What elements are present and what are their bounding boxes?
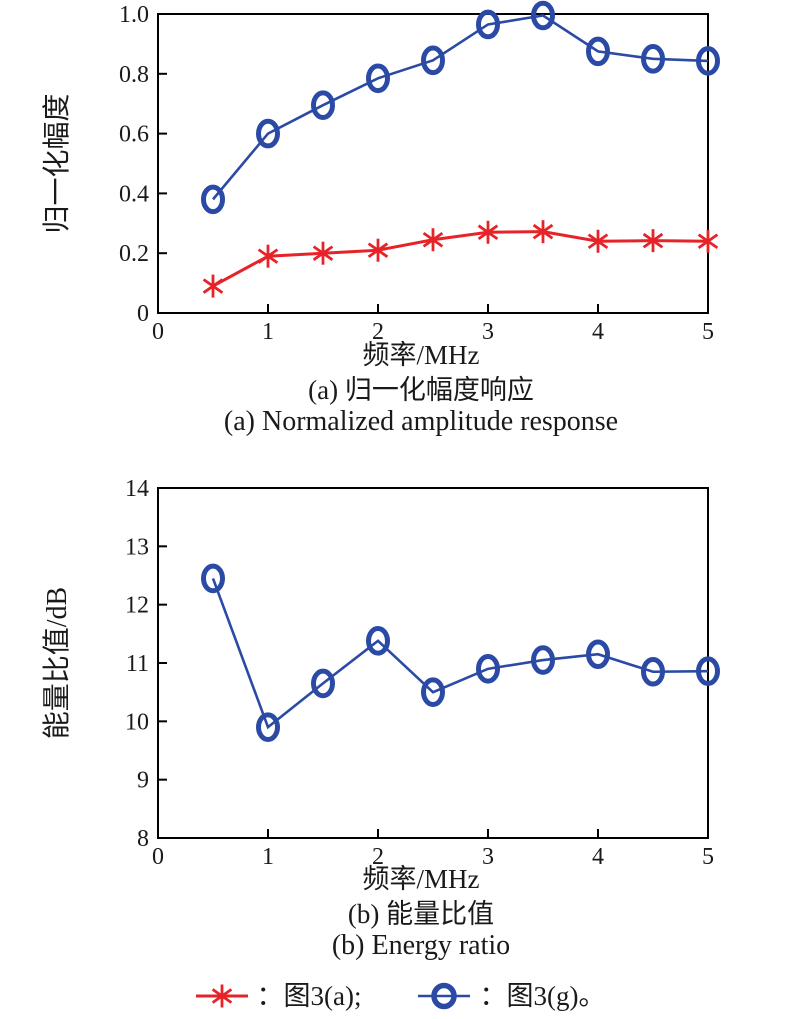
chart-a-caption-en: (a) Normalized amplitude response [223, 406, 619, 437]
circle-marker-icon [586, 639, 610, 670]
circle-marker-icon [201, 184, 225, 215]
asterisk-marker-icon [257, 244, 279, 268]
circle-marker-icon [476, 9, 500, 40]
x-tick-label: 0 [152, 844, 164, 866]
y-tick-label: 1.0 [119, 2, 149, 28]
asterisk-marker-icon [587, 229, 609, 253]
circle-marker-icon [476, 654, 500, 684]
y-tick-label: 14 [125, 476, 149, 502]
circle-marker-icon [311, 668, 335, 699]
x-tick-label: 1 [262, 844, 274, 866]
y-tick-label: 0.8 [119, 62, 149, 88]
y-tick-label: 13 [125, 534, 149, 560]
circle-marker-icon [256, 712, 280, 742]
x-tick-label: 3 [482, 844, 494, 866]
circle-marker-icon [696, 46, 720, 76]
circle-marker-icon [311, 90, 335, 120]
circle-marker-icon [421, 45, 445, 76]
asterisk-marker-icon [642, 229, 664, 253]
y-tick-label: 0.2 [119, 241, 149, 267]
asterisk-marker-icon [367, 238, 389, 262]
chart-a-caption-zh: (a) 归一化幅度响应 [308, 375, 534, 405]
y-axis-label: 归一化幅度 [41, 93, 73, 233]
asterisk-marker-icon [202, 274, 224, 298]
circle-marker-icon [256, 118, 280, 149]
circle-marker-icon [431, 982, 458, 1010]
y-tick-label: 0.4 [119, 181, 149, 207]
chart-a-figure: 0 1 2 3 4 5 0 0.2 0.4 0.6 0.8 1.0 归一化幅度 频率/MHz (a) 归… [0, 0, 800, 438]
legend-label-0: ：图3(a); [256, 981, 362, 1011]
circle-marker-icon [366, 63, 390, 94]
y-tick-label: 11 [126, 651, 149, 677]
circle-marker-icon [421, 677, 445, 707]
x-tick-label: 4 [592, 319, 604, 342]
plot-box [157, 13, 709, 314]
x-tick-label: 4 [592, 844, 604, 866]
circle-marker-icon [531, 645, 555, 675]
y-tick-label: 0 [137, 301, 149, 327]
x-tick-label: 0 [152, 319, 164, 342]
y-axis-label: 能量比值/dB [41, 587, 73, 739]
circle-marker-icon [641, 44, 665, 74]
chart-b-caption-en: (b) Energy ratio [331, 930, 511, 961]
x-tick-label: 3 [482, 319, 494, 342]
y-tick-label: 0.6 [119, 122, 149, 148]
series-line [211, 577, 709, 730]
asterisk-marker-icon [422, 228, 444, 252]
chart-a-xaxis-label: 频率/MHz [362, 340, 480, 370]
circle-marker-icon [366, 626, 390, 656]
circle-marker-icon [696, 656, 720, 686]
legend-marker-circle [418, 982, 471, 1010]
legend-item-0: ：图3(a); [195, 978, 362, 1014]
legend: ：图3(a); ：图3(g)。 [0, 978, 800, 1014]
circle-marker-icon [586, 36, 610, 67]
legend-marker-asterisk [195, 984, 248, 1008]
asterisk-marker-icon [697, 229, 719, 253]
circle-marker-icon [641, 656, 665, 687]
asterisk-marker-icon [477, 220, 499, 244]
asterisk-marker-icon [211, 984, 232, 1008]
series-line [212, 230, 709, 288]
x-tick-label: 2 [372, 319, 384, 342]
asterisk-marker-icon [532, 220, 554, 244]
x-tick-label: 2 [372, 844, 384, 866]
chart-b-figure: 0 1 2 3 4 5 8 9 10 11 12 13 14 能量比值/dB 频率/MHz (b) 能量比… [0, 456, 800, 962]
legend-label-1: ：图3(g)。 [479, 981, 606, 1011]
x-tick-label: 5 [702, 319, 714, 342]
y-tick-label: 8 [137, 826, 149, 852]
chart-b-caption-zh: (b) 能量比值 [347, 899, 495, 929]
series-line [212, 14, 709, 201]
y-tick-label: 12 [125, 593, 149, 619]
legend-item-1: ：图3(g)。 [417, 978, 605, 1014]
x-tick-label: 5 [702, 844, 714, 866]
y-tick-label: 10 [125, 709, 149, 735]
chart-b-xaxis-label: 频率/MHz [362, 864, 480, 894]
circle-marker-icon [531, 0, 555, 31]
y-tick-label: 9 [137, 768, 149, 794]
chart-a-canvas: 0 1 2 3 4 5 0 0.2 0.4 0.6 0.8 1.0 归一化幅度 [41, 0, 720, 342]
x-tick-label: 1 [262, 319, 274, 342]
asterisk-marker-icon [312, 241, 334, 265]
circle-marker-icon [201, 563, 225, 594]
